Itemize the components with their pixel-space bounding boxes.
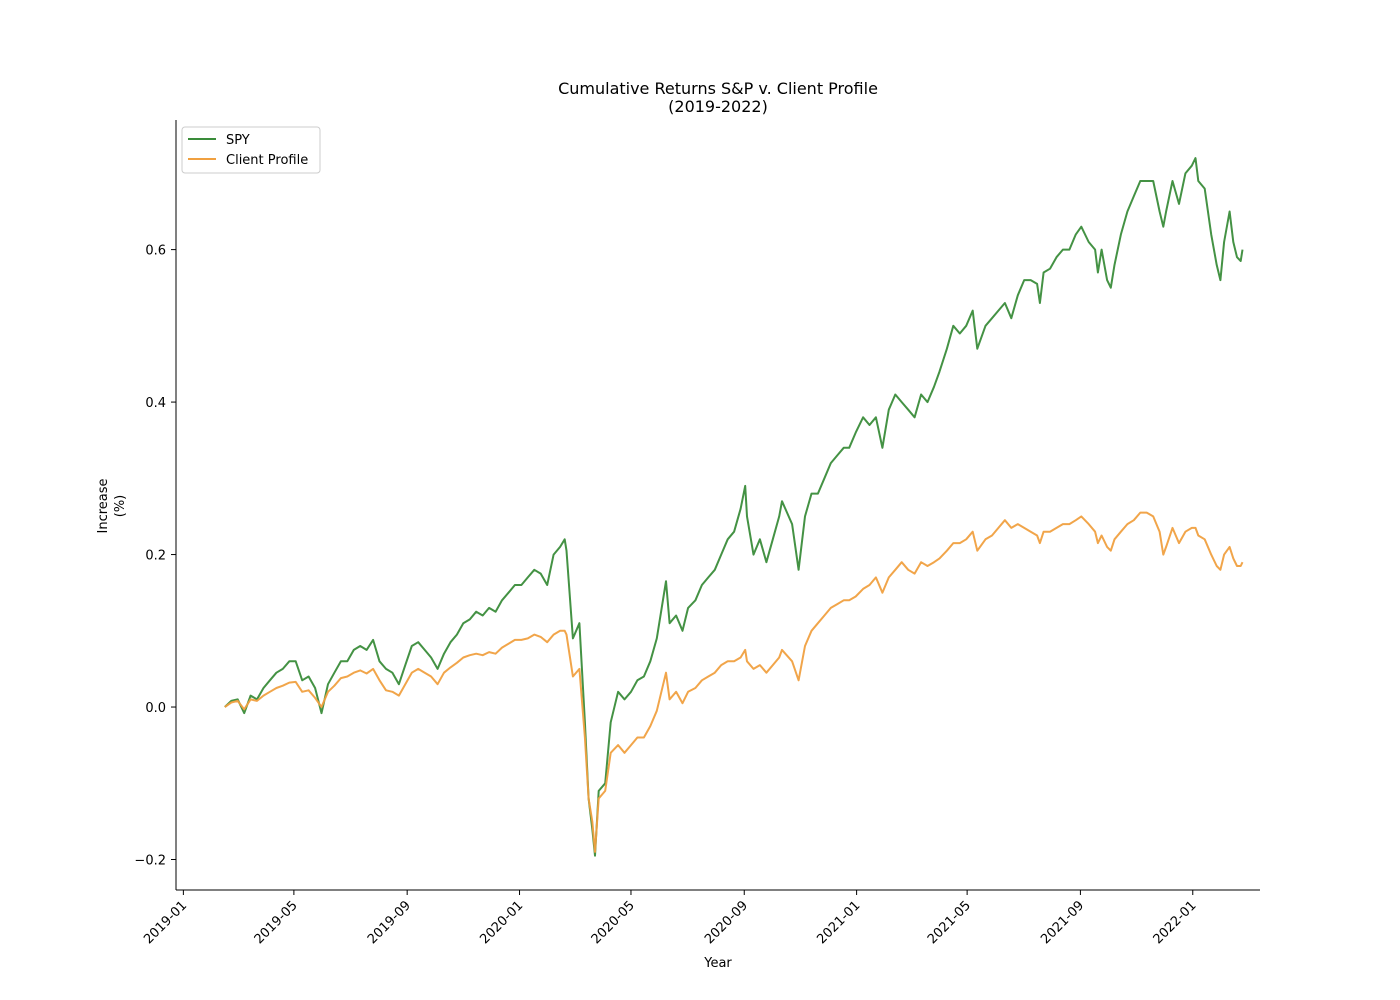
x-tick-label: 2021-09 [1038,898,1087,947]
x-tick-label: 2021-05 [925,898,974,947]
legend-label-client-profile: Client Profile [226,153,308,168]
x-tick-label: 2020-09 [702,898,751,947]
y-ticks: −0.2 0.0 0.2 0.4 0.6 [134,244,176,869]
y-axis-label: Increase [96,478,111,533]
legend-label-spy: SPY [226,133,250,148]
y-tick-label: 0.2 [145,549,166,564]
x-tick-label: 2020-01 [477,898,526,947]
y-tick-label: 0.6 [145,244,166,259]
chart-title: Cumulative Returns S&P v. Client Profile [558,79,878,98]
x-tick-label: 2019-01 [141,898,190,947]
x-tick-label: 2021-01 [814,898,863,947]
y-axis-label-unit: (%) [113,495,128,518]
chart-subtitle: (2019-2022) [668,97,768,116]
series-layer [224,157,1244,857]
series-line-client-profile [224,511,1244,853]
legend-frame [181,126,321,174]
x-tick-label: 2019-05 [252,898,301,947]
y-tick-label: 0.0 [145,701,166,716]
y-tick-label: −0.2 [134,854,166,869]
legend: SPY Client Profile [181,126,321,174]
x-tick-label: 2020-05 [589,898,638,947]
x-ticks: 2019-01 2019-05 2019-09 2020-01 2020-05 2020-… [141,890,1200,947]
x-axis-label: Year [703,956,732,971]
x-tick-label: 2022-01 [1151,898,1200,947]
series-line-spy [224,157,1244,857]
x-tick-label: 2019-09 [365,898,414,947]
y-tick-label: 0.4 [145,396,166,411]
